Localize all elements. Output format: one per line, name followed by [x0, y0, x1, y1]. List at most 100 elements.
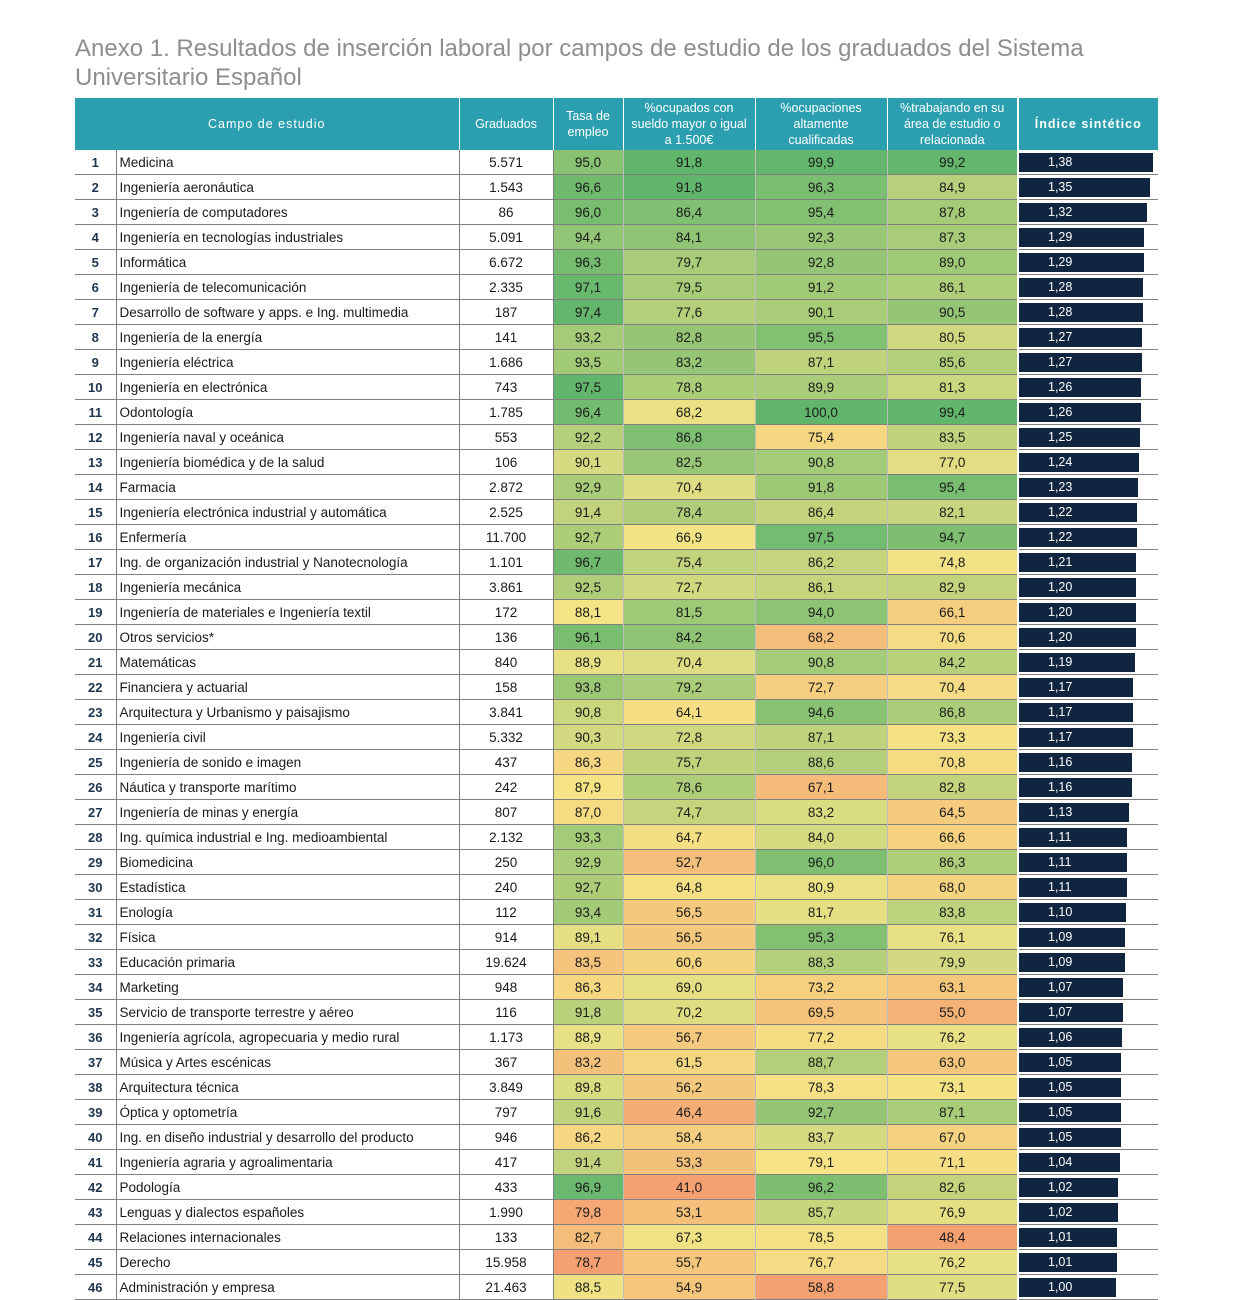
- graduados-cell: 15.958: [458, 1249, 554, 1275]
- area-cell: 55,0: [887, 999, 1019, 1025]
- tasa-cell: 96,6: [553, 174, 624, 200]
- sueldo-cell: 41,0: [623, 1174, 756, 1200]
- table-row: 4 Ingeniería en tecnologías industriales 5…: [75, 224, 1158, 250]
- table-row: 16 Enfermería 11.700 92,7 66,9 97,5 94,7 1,22: [75, 524, 1158, 550]
- table-row: 7 Desarrollo de software y apps. e Ing. m…: [75, 299, 1158, 325]
- sueldo-cell: 83,2: [623, 349, 756, 375]
- campo-cell: Arquitectura técnica: [115, 1074, 459, 1100]
- graduados-cell: 553: [458, 424, 554, 450]
- rank-cell: 15: [88, 504, 103, 520]
- indice-bar: 1,04: [1020, 1152, 1120, 1172]
- tasa-cell: 83,2: [553, 1049, 624, 1075]
- table-body: 1 Medicina 5.571 95,0 91,8 99,9 99,2 1,38 2 Ingen…: [75, 150, 1158, 1300]
- sueldo-cell: 84,1: [623, 224, 756, 250]
- tasa-cell: 96,7: [553, 549, 624, 575]
- rank-cell: 23: [88, 704, 103, 720]
- graduados-cell: 11.700: [458, 524, 554, 550]
- sueldo-cell: 75,7: [623, 749, 756, 775]
- graduados-cell: 133: [458, 1224, 554, 1250]
- table-row: 6 Ingeniería de telecomunicación 2.335 97,1…: [75, 274, 1158, 300]
- table-row: 17 Ing. de organización industrial y Nano…: [75, 549, 1158, 575]
- cualificadas-cell: 91,2: [755, 274, 888, 300]
- campo-cell: Lenguas y dialectos españoles: [115, 1199, 459, 1225]
- graduados-cell: 136: [458, 624, 554, 650]
- graduados-cell: 914: [458, 924, 554, 950]
- campo-cell: Ing. química industrial e Ing. medioambi…: [115, 824, 459, 850]
- table-row: 12 Ingeniería naval y oceánica 553 92,2 86,8…: [75, 424, 1158, 450]
- graduados-cell: 1.543: [458, 174, 554, 200]
- sueldo-cell: 91,8: [623, 150, 756, 175]
- indice-bar: 1,17: [1020, 677, 1133, 697]
- indice-cell: 1,05: [1017, 1074, 1158, 1100]
- indice-cell: 1,20: [1017, 574, 1158, 600]
- cualificadas-cell: 84,0: [755, 824, 888, 850]
- area-cell: 87,1: [887, 1099, 1019, 1125]
- tasa-cell: 90,1: [553, 449, 624, 475]
- area-cell: 73,3: [887, 724, 1019, 750]
- sueldo-cell: 82,5: [623, 449, 756, 475]
- campo-cell: Ingeniería agrícola, agropecuaria y medi…: [115, 1024, 459, 1050]
- campo-cell: Medicina: [115, 150, 459, 175]
- rank-cell: 43: [88, 1204, 103, 1220]
- indice-cell: 1,17: [1017, 724, 1158, 750]
- sueldo-cell: 60,6: [623, 949, 756, 975]
- campo-cell: Educación primaria: [115, 949, 459, 975]
- area-cell: 82,6: [887, 1174, 1019, 1200]
- area-cell: 76,2: [887, 1024, 1019, 1050]
- sueldo-cell: 78,6: [623, 774, 756, 800]
- table-row: 26 Náutica y transporte marítimo 242 87,9 78…: [75, 774, 1158, 800]
- graduados-cell: 5.332: [458, 724, 554, 750]
- rank-cell: 39: [88, 1104, 103, 1120]
- cualificadas-cell: 94,6: [755, 699, 888, 725]
- tasa-cell: 86,3: [553, 749, 624, 775]
- rank-cell: 31: [88, 904, 103, 920]
- table-row: 18 Ingeniería mecánica 3.861 92,5 72,7 86,1 82…: [75, 574, 1158, 600]
- sueldo-cell: 77,6: [623, 299, 756, 325]
- indice-cell: 1,13: [1017, 799, 1158, 825]
- sueldo-cell: 46,4: [623, 1099, 756, 1125]
- tasa-cell: 87,9: [553, 774, 624, 800]
- indice-cell: 1,26: [1017, 399, 1158, 425]
- area-cell: 76,2: [887, 1249, 1019, 1275]
- sueldo-cell: 78,4: [623, 499, 756, 525]
- campo-cell: Ing. en diseño industrial y desarrollo d…: [115, 1124, 459, 1150]
- results-table: Campo de estudio Graduados Tasa de emple…: [75, 98, 1159, 1300]
- indice-bar: 1,01: [1020, 1252, 1117, 1272]
- indice-cell: 1,38: [1017, 150, 1158, 175]
- sueldo-cell: 81,5: [623, 599, 756, 625]
- graduados-cell: 2.525: [458, 499, 554, 525]
- area-cell: 77,0: [887, 449, 1019, 475]
- table-row: 32 Física 914 89,1 56,5 95,3 76,1 1,09: [75, 924, 1158, 950]
- campo-cell: Ingeniería biomédica y de la salud: [115, 449, 459, 475]
- graduados-cell: 2.335: [458, 274, 554, 300]
- graduados-cell: 250: [458, 849, 554, 875]
- indice-bar: 1,05: [1020, 1102, 1121, 1122]
- cualificadas-cell: 92,8: [755, 249, 888, 275]
- tasa-cell: 86,3: [553, 974, 624, 1000]
- sueldo-cell: 64,8: [623, 874, 756, 900]
- table-row: 31 Enología 112 93,4 56,5 81,7 83,8 1,10: [75, 899, 1158, 925]
- tasa-cell: 92,9: [553, 474, 624, 500]
- campo-cell: Ingeniería en tecnologías industriales: [115, 224, 459, 250]
- rank-cell: 17: [88, 554, 103, 570]
- area-cell: 87,3: [887, 224, 1019, 250]
- area-cell: 85,6: [887, 349, 1019, 375]
- indice-cell: 1,16: [1017, 749, 1158, 775]
- campo-cell: Ingeniería eléctrica: [115, 349, 459, 375]
- cualificadas-cell: 58,8: [755, 1274, 888, 1300]
- sueldo-cell: 72,7: [623, 574, 756, 600]
- area-cell: 76,9: [887, 1199, 1019, 1225]
- area-cell: 82,1: [887, 499, 1019, 525]
- graduados-cell: 417: [458, 1149, 554, 1175]
- sueldo-cell: 82,8: [623, 324, 756, 350]
- tasa-cell: 93,2: [553, 324, 624, 350]
- graduados-cell: 433: [458, 1174, 554, 1200]
- graduados-cell: 807: [458, 799, 554, 825]
- cualificadas-cell: 79,1: [755, 1149, 888, 1175]
- indice-bar: 1,27: [1020, 327, 1142, 347]
- indice-cell: 1,27: [1017, 324, 1158, 350]
- graduados-cell: 19.624: [458, 949, 554, 975]
- indice-bar: 1,23: [1020, 477, 1138, 497]
- indice-bar: 1,22: [1020, 502, 1137, 522]
- area-cell: 94,7: [887, 524, 1019, 550]
